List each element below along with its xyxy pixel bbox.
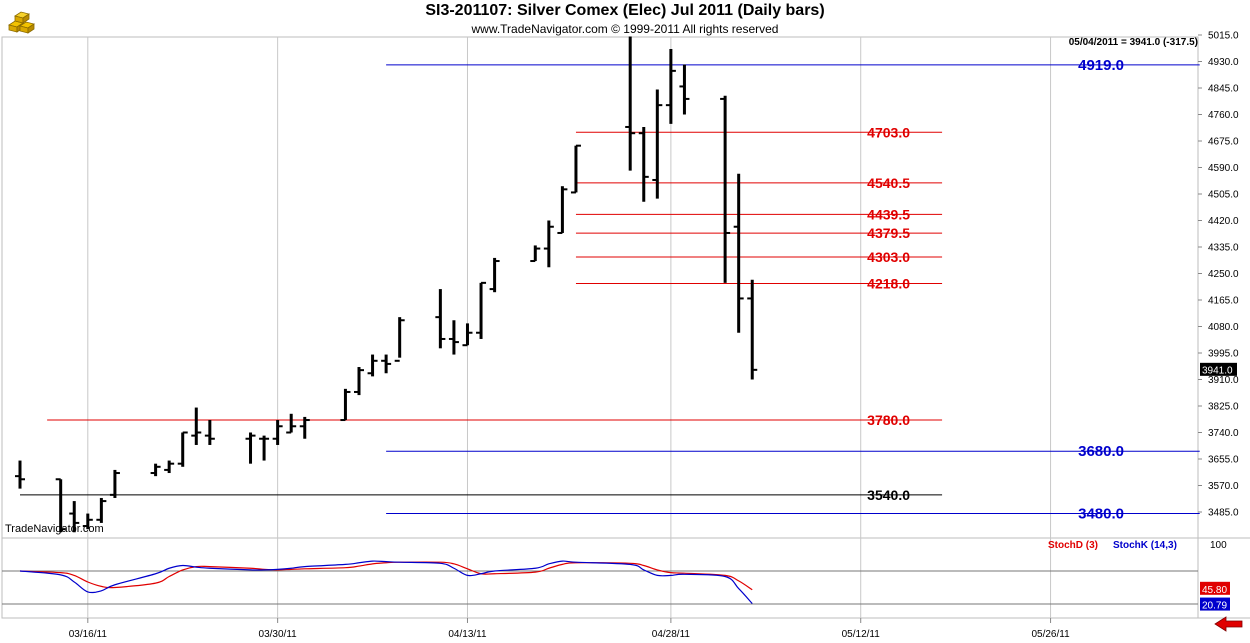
y-tick-label: 4590.0 [1208,163,1239,174]
ohlc-bar[interactable] [340,388,351,422]
chart-title: SI3-201107: Silver Comex (Elec) Jul 2011… [425,2,825,19]
y-tick-label: 4165.0 [1208,296,1239,307]
stoch-y-label: 100 [1210,540,1227,551]
y-tick-label: 4335.0 [1208,243,1239,254]
level-label: 4439.5 [867,206,910,222]
last-price-box [1200,362,1237,376]
ohlc-bar[interactable] [191,407,202,445]
nav-back-button[interactable] [1214,616,1244,632]
stoch-d-value: 45.80 [1202,585,1227,596]
y-tick-label: 3910.0 [1208,375,1239,386]
stoch-k-value-box [1200,597,1230,611]
ohlc-bar[interactable] [286,413,297,434]
ohlc-bar[interactable] [381,354,392,374]
level-label: 4919.0 [1078,57,1124,74]
y-tick-label: 4505.0 [1208,190,1239,201]
level-label: 3480.0 [1078,506,1124,523]
copyright-text: www.TradeNavigator.com © 1999-2011 All r… [471,22,779,36]
ohlc-bar[interactable] [570,144,581,194]
level-label: 4379.5 [867,225,910,241]
y-tick-label: 5015.0 [1208,31,1239,42]
y-tick-label: 4930.0 [1208,57,1239,68]
ohlc-bar[interactable] [259,435,270,461]
stoch-k-legend: StochK (14,3) [1113,540,1177,551]
ohlc-bar[interactable] [557,186,568,234]
ohlc-bar[interactable] [394,317,405,362]
ohlc-bar[interactable] [476,281,487,339]
x-tick-label: 03/16/11 [69,629,108,640]
ohlc-bar[interactable] [462,323,473,347]
trade-navigator-logo[interactable] [6,3,38,35]
ohlc-bar[interactable] [354,367,364,396]
ohlc-bar[interactable] [55,478,66,533]
level-label: 4303.0 [867,249,910,265]
ohlc-bar[interactable] [720,95,731,283]
ohlc-bar[interactable] [652,89,663,199]
red-left-arrow-icon [1214,616,1243,632]
stoch-d-line[interactable] [19,561,753,591]
gold-bars-logo-icon [8,11,35,34]
ohlc-bar[interactable] [733,173,744,333]
ohlc-bar[interactable] [530,245,541,263]
ohlc-bar[interactable] [638,126,649,202]
ohlc-bar[interactable] [489,257,500,293]
stoch-d-legend: StochD (3) [1048,540,1098,551]
chart-frame [1,36,1199,619]
ohlc-bar[interactable] [109,469,120,498]
ohlc-bar[interactable] [177,431,188,467]
y-tick-label: 4760.0 [1208,110,1239,121]
ohlc-bar[interactable] [272,420,283,445]
y-tick-label: 3655.0 [1208,455,1239,466]
y-tick-label: 4675.0 [1208,137,1239,148]
ohlc-bar[interactable] [15,460,25,489]
ohlc-bar[interactable] [448,320,459,355]
ohlc-bar[interactable] [150,463,161,477]
y-tick-label: 4250.0 [1208,269,1239,280]
ohlc-bar[interactable] [543,220,554,268]
level-label: 3540.0 [867,487,910,503]
ohlc-bar[interactable] [367,354,378,377]
y-tick-label: 4420.0 [1208,216,1239,227]
y-tick-label: 3995.0 [1208,349,1239,360]
level-label: 4703.0 [867,124,910,140]
stoch-k-line[interactable] [19,560,753,604]
y-tick-label: 3825.0 [1208,402,1239,413]
x-tick-label: 03/30/11 [259,629,298,640]
watermark: TradeNavigator.com [5,523,104,535]
x-tick-label: 05/26/11 [1031,629,1070,640]
stoch-k-value: 20.79 [1202,601,1227,612]
x-tick-label: 04/13/11 [448,629,487,640]
ohlc-bar[interactable] [245,432,256,464]
level-label: 4218.0 [867,275,910,291]
ohlc-bar[interactable] [299,416,310,439]
ohlc-bar[interactable] [747,279,758,380]
last-price-label: 3941.0 [1202,365,1233,376]
level-label: 3780.0 [867,412,910,428]
level-label: 3680.0 [1078,443,1124,460]
x-tick-label: 05/12/11 [842,629,881,640]
ohlc-bar[interactable] [82,513,93,530]
ohlc-bar[interactable] [435,289,446,349]
ohlc-bar[interactable] [69,501,80,533]
price-info: 05/04/2011 = 3941.0 (-317.5) [1068,37,1198,48]
ohlc-bar[interactable] [679,64,690,115]
ohlc-bar[interactable] [625,36,636,171]
y-tick-label: 4845.0 [1208,84,1239,95]
ohlc-bar[interactable] [665,49,676,124]
x-tick-label: 04/28/11 [652,629,691,640]
ohlc-bar[interactable] [96,497,107,523]
stoch-d-value-box [1200,581,1230,595]
y-tick-label: 3570.0 [1208,481,1239,492]
ohlc-bar[interactable] [204,420,215,445]
ohlc-bar[interactable] [164,460,175,474]
y-tick-label: 3485.0 [1208,508,1239,519]
y-tick-label: 4080.0 [1208,322,1239,333]
level-label: 4540.5 [867,175,910,191]
y-tick-label: 3740.0 [1208,428,1239,439]
